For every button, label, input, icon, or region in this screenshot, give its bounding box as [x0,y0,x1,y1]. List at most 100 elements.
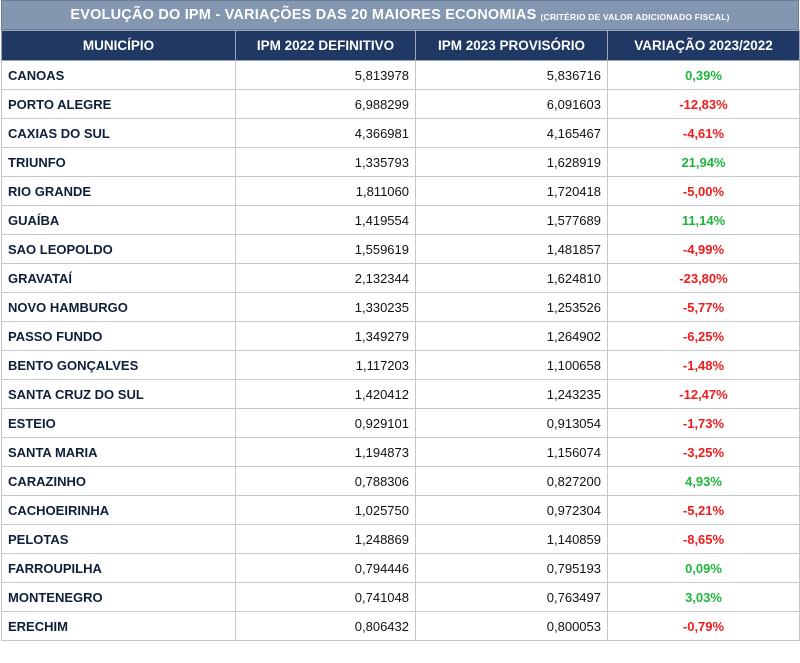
table-row: NOVO HAMBURGO 1,330235 1,253526 -5,77% [1,292,800,322]
cell-variacao: -3,25% [607,437,800,467]
ipm-table: MUNICÍPIO IPM 2022 DEFINITIVO IPM 2023 P… [1,30,800,641]
cell-municipio: CANOAS [1,60,236,90]
cell-municipio: SANTA MARIA [1,437,236,467]
header-ipm-2022: IPM 2022 DEFINITIVO [235,30,416,61]
cell-ipm-2022: 6,988299 [235,89,416,119]
cell-ipm-2023: 1,140859 [415,524,608,554]
cell-municipio: ERECHIM [1,611,236,641]
table-row: ESTEIO 0,929101 0,913054 -1,73% [1,408,800,438]
cell-municipio: CACHOEIRINHA [1,495,236,525]
cell-ipm-2023: 1,264902 [415,321,608,351]
cell-municipio: BENTO GONÇALVES [1,350,236,380]
cell-ipm-2022: 1,194873 [235,437,416,467]
cell-ipm-2022: 1,248869 [235,524,416,554]
cell-ipm-2023: 0,972304 [415,495,608,525]
table-row: FARROUPILHA 0,794446 0,795193 0,09% [1,553,800,583]
cell-variacao: -1,48% [607,350,800,380]
cell-variacao: -5,21% [607,495,800,525]
cell-ipm-2023: 4,165467 [415,118,608,148]
cell-ipm-2022: 0,741048 [235,582,416,612]
cell-ipm-2022: 1,025750 [235,495,416,525]
table-title: EVOLUÇÃO DO IPM - VARIAÇÕES DAS 20 MAIOR… [1,0,799,30]
table-title-sub: (CRITÉRIO DE VALOR ADICIONADO FISCAL) [540,11,730,22]
cell-ipm-2023: 1,720418 [415,176,608,206]
cell-ipm-2023: 1,624810 [415,263,608,293]
cell-ipm-2023: 0,827200 [415,466,608,496]
cell-municipio: SAO LEOPOLDO [1,234,236,264]
cell-ipm-2023: 1,253526 [415,292,608,322]
cell-variacao: -23,80% [607,263,800,293]
cell-ipm-2023: 1,243235 [415,379,608,409]
cell-ipm-2022: 1,559619 [235,234,416,264]
table-row: PORTO ALEGRE 6,988299 6,091603 -12,83% [1,89,800,119]
cell-ipm-2022: 5,813978 [235,60,416,90]
cell-ipm-2022: 2,132344 [235,263,416,293]
table-row: CAXIAS DO SUL 4,366981 4,165467 -4,61% [1,118,800,148]
cell-ipm-2022: 0,794446 [235,553,416,583]
cell-ipm-2023: 1,156074 [415,437,608,467]
cell-municipio: FARROUPILHA [1,553,236,583]
cell-ipm-2022: 0,929101 [235,408,416,438]
header-variacao: VARIAÇÃO 2023/2022 [607,30,800,61]
cell-ipm-2023: 0,795193 [415,553,608,583]
cell-municipio: TRIUNFO [1,147,236,177]
cell-municipio: CARAZINHO [1,466,236,496]
cell-variacao: -0,79% [607,611,800,641]
cell-variacao: 3,03% [607,582,800,612]
cell-ipm-2023: 0,913054 [415,408,608,438]
cell-variacao: -5,00% [607,176,800,206]
table-row: SAO LEOPOLDO 1,559619 1,481857 -4,99% [1,234,800,264]
cell-variacao: -12,83% [607,89,800,119]
cell-variacao: -12,47% [607,379,800,409]
cell-variacao: -5,77% [607,292,800,322]
table-title-main: EVOLUÇÃO DO IPM - VARIAÇÕES DAS 20 MAIOR… [70,7,537,23]
cell-variacao: 0,39% [607,60,800,90]
cell-municipio: PORTO ALEGRE [1,89,236,119]
table-row: CARAZINHO 0,788306 0,827200 4,93% [1,466,800,496]
cell-ipm-2022: 1,349279 [235,321,416,351]
cell-municipio: MONTENEGRO [1,582,236,612]
table-row: PELOTAS 1,248869 1,140859 -8,65% [1,524,800,554]
cell-ipm-2023: 0,800053 [415,611,608,641]
table-row: GRAVATAÍ 2,132344 1,624810 -23,80% [1,263,800,293]
table-row: CANOAS 5,813978 5,836716 0,39% [1,60,800,90]
cell-ipm-2023: 1,100658 [415,350,608,380]
ipm-table-container: EVOLUÇÃO DO IPM - VARIAÇÕES DAS 20 MAIOR… [1,0,800,641]
table-body: CANOAS 5,813978 5,836716 0,39% PORTO ALEGRE 6… [1,60,800,641]
cell-ipm-2023: 1,577689 [415,205,608,235]
table-row: GUAÍBA 1,419554 1,577689 11,14% [1,205,800,235]
cell-ipm-2023: 6,091603 [415,89,608,119]
cell-municipio: PASSO FUNDO [1,321,236,351]
cell-variacao: 11,14% [607,205,800,235]
cell-ipm-2023: 1,628919 [415,147,608,177]
cell-municipio: GUAÍBA [1,205,236,235]
cell-municipio: NOVO HAMBURGO [1,292,236,322]
cell-ipm-2022: 1,335793 [235,147,416,177]
cell-ipm-2022: 0,806432 [235,611,416,641]
cell-ipm-2023: 5,836716 [415,60,608,90]
header-row: MUNICÍPIO IPM 2022 DEFINITIVO IPM 2023 P… [1,30,800,61]
cell-variacao: 21,94% [607,147,800,177]
cell-variacao: 0,09% [607,553,800,583]
cell-ipm-2022: 1,419554 [235,205,416,235]
table-row: SANTA MARIA 1,194873 1,156074 -3,25% [1,437,800,467]
cell-municipio: ESTEIO [1,408,236,438]
cell-ipm-2022: 1,117203 [235,350,416,380]
cell-municipio: RIO GRANDE [1,176,236,206]
cell-variacao: -8,65% [607,524,800,554]
cell-variacao: -6,25% [607,321,800,351]
header-ipm-2023: IPM 2023 PROVISÓRIO [415,30,608,61]
cell-ipm-2023: 1,481857 [415,234,608,264]
header-municipio: MUNICÍPIO [1,30,236,61]
cell-ipm-2022: 0,788306 [235,466,416,496]
cell-ipm-2022: 4,366981 [235,118,416,148]
table-row: BENTO GONÇALVES 1,117203 1,100658 -1,48% [1,350,800,380]
cell-municipio: GRAVATAÍ [1,263,236,293]
cell-municipio: PELOTAS [1,524,236,554]
cell-ipm-2022: 1,811060 [235,176,416,206]
cell-variacao: -1,73% [607,408,800,438]
table-row: CACHOEIRINHA 1,025750 0,972304 -5,21% [1,495,800,525]
cell-variacao: -4,61% [607,118,800,148]
cell-variacao: 4,93% [607,466,800,496]
cell-ipm-2022: 1,330235 [235,292,416,322]
